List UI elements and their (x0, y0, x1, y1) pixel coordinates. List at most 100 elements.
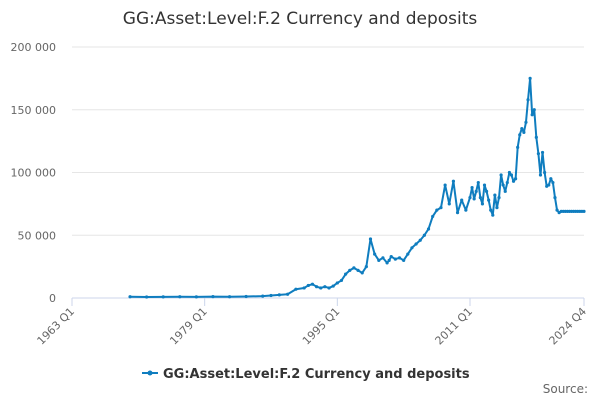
data-point[interactable] (439, 206, 443, 210)
data-point[interactable] (455, 211, 460, 215)
data-point[interactable] (373, 252, 377, 256)
data-point[interactable] (269, 293, 273, 298)
data-point[interactable] (406, 252, 410, 256)
data-point[interactable] (385, 261, 389, 265)
data-point[interactable] (315, 285, 319, 289)
data-point[interactable] (503, 189, 507, 193)
data-point[interactable] (339, 278, 344, 283)
data-point[interactable] (528, 76, 532, 80)
data-point[interactable] (470, 185, 474, 190)
data-point[interactable] (524, 120, 528, 124)
data-point[interactable] (526, 98, 530, 102)
data-point[interactable] (422, 233, 426, 237)
data-point[interactable] (302, 286, 306, 290)
data-point[interactable] (476, 180, 480, 185)
data-point[interactable] (435, 208, 439, 212)
data-point[interactable] (261, 294, 265, 298)
data-point[interactable] (551, 180, 555, 185)
data-point[interactable] (520, 126, 524, 131)
data-point[interactable] (335, 281, 339, 285)
data-point[interactable] (145, 295, 149, 299)
data-point[interactable] (387, 258, 391, 262)
data-point[interactable] (549, 177, 553, 181)
data-point[interactable] (464, 208, 468, 212)
data-point[interactable] (460, 198, 464, 202)
data-point[interactable] (480, 202, 485, 206)
data-point[interactable] (547, 183, 551, 187)
legend[interactable]: GG:Asset:Level:F.2 Currency and deposits (142, 367, 470, 382)
data-point[interactable] (352, 266, 356, 270)
data-point[interactable] (306, 283, 310, 288)
data-point[interactable] (582, 209, 586, 214)
data-point[interactable] (368, 237, 373, 241)
data-point[interactable] (555, 208, 559, 212)
data-point[interactable] (360, 271, 364, 275)
data-point[interactable] (319, 286, 323, 290)
data-point[interactable] (536, 152, 541, 156)
data-point[interactable] (418, 238, 422, 242)
data-point[interactable] (514, 177, 518, 181)
data-point[interactable] (397, 256, 402, 260)
data-point[interactable] (499, 173, 503, 177)
data-point[interactable] (487, 198, 491, 202)
data-point[interactable] (244, 294, 248, 299)
data-point[interactable] (389, 254, 393, 259)
data-point[interactable] (493, 193, 497, 197)
data-point[interactable] (495, 206, 499, 210)
data-point[interactable] (426, 227, 431, 231)
data-point[interactable] (393, 257, 397, 261)
data-point[interactable] (474, 189, 478, 193)
data-point[interactable] (402, 258, 406, 262)
data-point[interactable] (507, 170, 511, 175)
data-point[interactable] (522, 130, 526, 134)
data-point[interactable] (451, 179, 456, 183)
data-point[interactable] (410, 246, 414, 250)
data-point[interactable] (518, 133, 522, 137)
data-point[interactable] (161, 295, 165, 299)
data-point[interactable] (489, 208, 493, 212)
data-point[interactable] (540, 150, 545, 155)
data-point[interactable] (381, 256, 385, 260)
data-point[interactable] (294, 287, 298, 291)
data-point[interactable] (447, 202, 451, 206)
data-point[interactable] (472, 197, 476, 201)
data-point[interactable] (348, 268, 352, 272)
data-point[interactable] (364, 265, 368, 269)
data-point[interactable] (128, 295, 132, 299)
data-point[interactable] (497, 196, 501, 200)
data-point[interactable] (285, 292, 290, 296)
data-point[interactable] (414, 242, 418, 246)
data-point[interactable] (482, 183, 487, 187)
data-point[interactable] (327, 286, 331, 290)
data-point[interactable] (178, 295, 182, 299)
data-point[interactable] (543, 170, 547, 175)
data-point[interactable] (344, 272, 348, 276)
data-point[interactable] (468, 196, 472, 200)
data-point[interactable] (530, 113, 534, 117)
data-point[interactable] (538, 173, 543, 177)
data-point[interactable] (534, 135, 538, 139)
data-point[interactable] (277, 293, 281, 297)
data-point[interactable] (443, 183, 447, 187)
data-point[interactable] (532, 108, 536, 112)
data-point[interactable] (505, 180, 509, 185)
data-point[interactable] (356, 268, 360, 272)
data-point[interactable] (323, 285, 327, 289)
series-line[interactable] (130, 77, 584, 298)
data-point[interactable] (377, 258, 381, 262)
data-point[interactable] (211, 295, 215, 299)
data-point[interactable] (516, 145, 520, 149)
data-point[interactable] (478, 196, 482, 200)
data-point[interactable] (331, 284, 335, 288)
data-point[interactable] (509, 173, 514, 177)
data-point[interactable] (491, 213, 495, 217)
data-point[interactable] (227, 295, 232, 299)
data-point[interactable] (431, 214, 435, 219)
data-point[interactable] (310, 282, 315, 286)
data-point[interactable] (553, 196, 557, 200)
data-point[interactable] (194, 295, 198, 299)
source-credit[interactable]: Source: (543, 382, 588, 396)
data-point[interactable] (484, 189, 489, 193)
data-point[interactable] (501, 183, 505, 187)
data-point[interactable] (511, 179, 516, 183)
